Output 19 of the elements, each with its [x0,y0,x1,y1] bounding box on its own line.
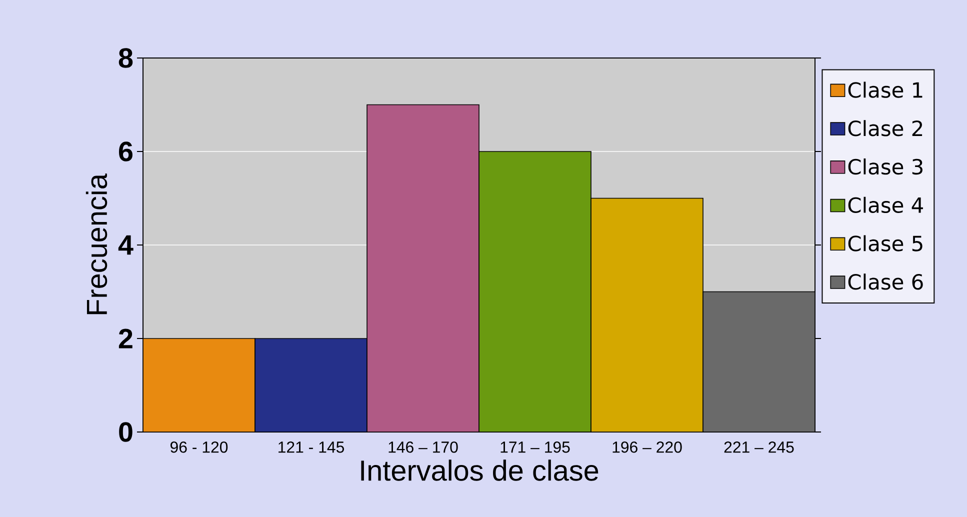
x-tick-label: 146 – 170 [388,442,458,453]
y-tick-label: 8 [118,48,133,68]
x-axis-title: Intervalos de clase [361,460,598,481]
legend-label: Clase 1 [848,82,922,98]
x-tick-label: 171 – 195 [500,442,570,453]
legend-label: Clase 3 [848,158,922,175]
y-tick-label: 0 [119,422,132,442]
x-tick-label: 121 - 145 [278,442,344,453]
legend-label: Clase 4 [848,196,923,214]
x-tick-label: 196 – 220 [612,442,682,453]
legend-label: Clase 6 [848,274,923,290]
legend-label: Clase 5 [848,235,922,252]
legend-label: Clase 2 [848,120,922,136]
y-tick-label: 2 [118,328,132,348]
y-tick-label: 6 [118,142,132,162]
y-tick-label: 4 [118,235,134,255]
x-tick-label: 221 – 245 [724,442,794,453]
x-tick-label: 96 - 120 [170,442,228,453]
y-axis-title: Frecuencia [86,174,108,314]
